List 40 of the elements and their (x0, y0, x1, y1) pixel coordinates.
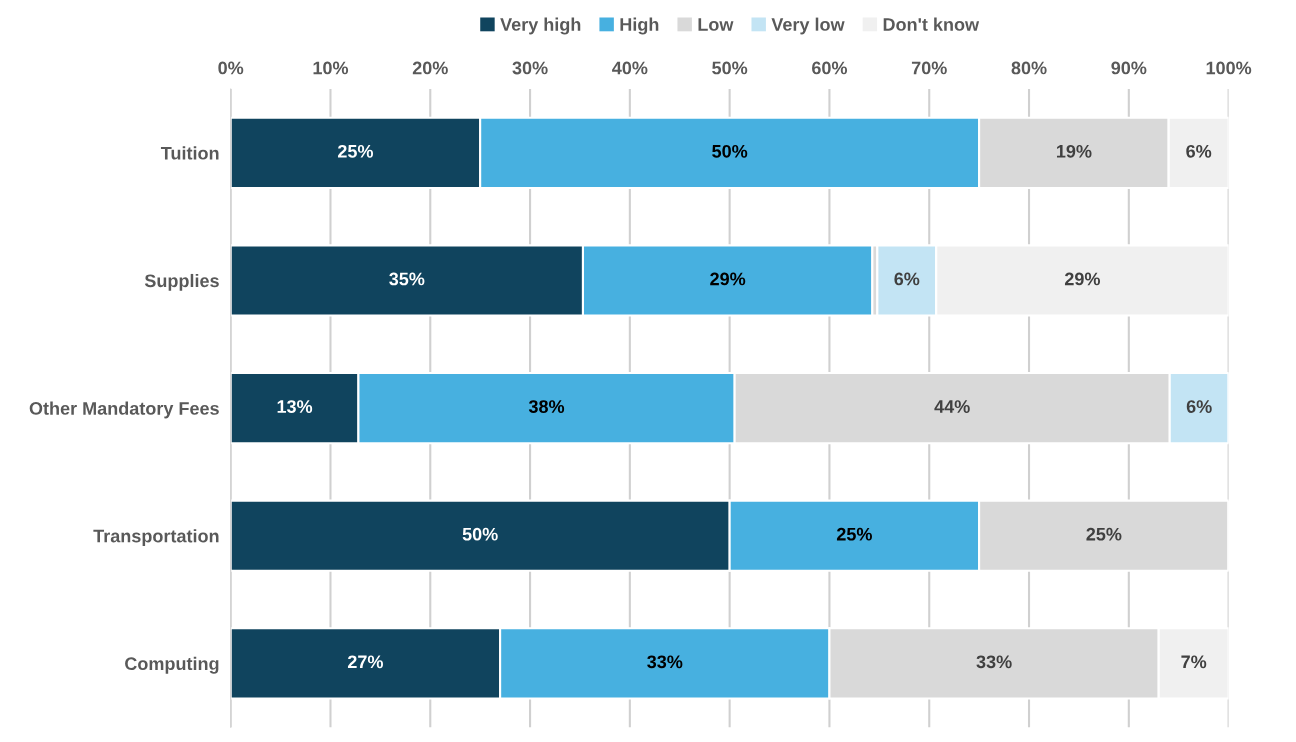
data-label: 6% (894, 272, 920, 286)
x-tick-label: 10% (313, 61, 349, 75)
data-label: 33% (647, 655, 683, 669)
data-label: 19% (1057, 144, 1092, 158)
data-label: 38% (528, 400, 565, 413)
legend-label: Very high (500, 17, 581, 35)
data-label: 25% (836, 527, 872, 541)
x-tick-label: 40% (612, 61, 648, 75)
x-tick-label: 100% (1206, 61, 1252, 75)
x-tick-label: 70% (911, 61, 947, 75)
y-tick-label: Computing (125, 656, 219, 674)
data-label: 35% (389, 272, 425, 286)
data-label: 29% (1064, 272, 1101, 286)
x-tick-label: 80% (1011, 61, 1047, 75)
data-label: 13% (277, 400, 313, 413)
x-tick-label: 90% (1111, 61, 1147, 75)
data-label: 33% (976, 655, 1012, 669)
x-tick-label: 30% (512, 61, 548, 75)
y-tick-label: Other Mandatory Fees (29, 401, 219, 419)
y-tick-label: Tuition (160, 146, 219, 160)
data-label: 29% (710, 272, 746, 286)
legend-label: Low (698, 18, 734, 31)
y-tick-label: Supplies (144, 273, 219, 291)
data-label: 50% (462, 527, 498, 541)
data-label: 44% (934, 400, 970, 413)
data-label: 50% (712, 144, 748, 158)
data-label: 6% (1186, 400, 1212, 413)
data-label: 7% (1181, 655, 1207, 669)
data-label: 25% (337, 144, 374, 158)
x-tick-label: 60% (812, 61, 848, 75)
data-label: 27% (347, 655, 383, 669)
legend-label: Very low (771, 17, 845, 35)
legend-label: Don't know (883, 17, 980, 31)
x-tick-label: 50% (712, 61, 748, 75)
y-tick-label: Transportation (93, 529, 219, 547)
x-tick-label: 0% (218, 61, 244, 75)
data-label: 25% (1086, 527, 1122, 541)
legend-label: High (620, 17, 659, 35)
x-tick-label: 20% (412, 61, 448, 75)
data-label: 6% (1186, 144, 1212, 158)
